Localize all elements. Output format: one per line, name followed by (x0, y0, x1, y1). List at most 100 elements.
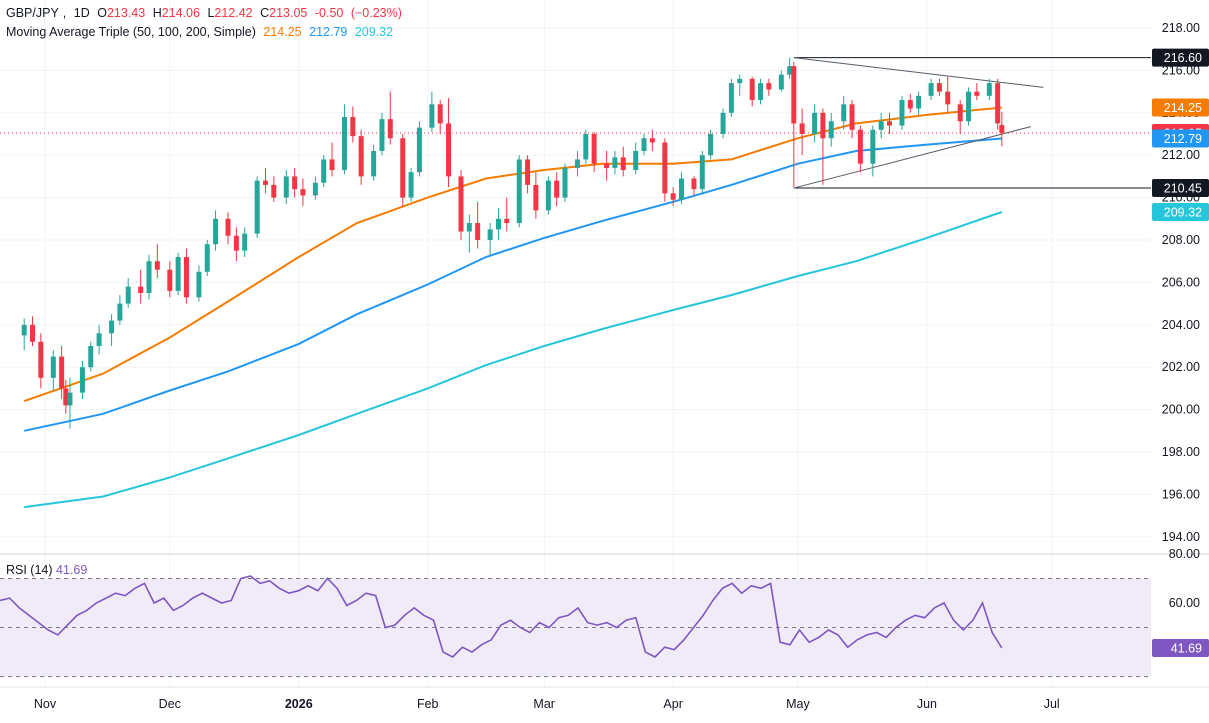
ohlc-legend: GBP/JPY, 1D O213.43 H214.06 L212.42 C213… (6, 6, 406, 20)
price-tick-label: 216.00 (1162, 63, 1200, 77)
rsi-band (0, 578, 1151, 677)
interval-label[interactable]: 1D (73, 6, 90, 20)
candle-body (183, 256, 189, 298)
candle-body (574, 159, 580, 168)
candle-body (995, 83, 1001, 124)
close-label: C (260, 6, 270, 20)
change-value: -0.50 (314, 6, 344, 20)
candle-body (945, 91, 951, 105)
candle-body (928, 83, 934, 96)
candle-body (88, 346, 94, 368)
candle-body (633, 150, 639, 171)
time-tick-label: Mar (533, 697, 555, 711)
candle-body (429, 104, 435, 128)
price-tick-label: 202.00 (1162, 360, 1200, 374)
separator: , (62, 6, 67, 20)
high-label: H (152, 6, 162, 20)
ma100-value: 212.79 (309, 25, 348, 39)
candle-body (841, 104, 847, 122)
triangle-trendline (793, 126, 1032, 189)
price-tick-label: 204.00 (1162, 318, 1200, 332)
candle-body (737, 78, 743, 84)
candle-body (495, 218, 501, 230)
price-tick-label: 200.00 (1162, 403, 1200, 417)
high-value: 214.06 (161, 6, 200, 20)
candle-body (699, 155, 705, 190)
candle-body (649, 138, 655, 143)
candle-body (545, 180, 551, 211)
candle-body (525, 159, 531, 185)
candle-body (620, 157, 626, 171)
price-tick-label: 198.00 (1162, 445, 1200, 459)
candle-body (812, 112, 818, 134)
candle-body (225, 218, 231, 236)
candle-body (437, 104, 443, 124)
candle-body (516, 159, 522, 224)
candle-body (475, 223, 481, 240)
price-tick-label: 194.00 (1162, 530, 1200, 544)
triangle-trendline (793, 57, 1044, 88)
candle-body (857, 129, 863, 164)
candle-body (292, 176, 298, 190)
time-tick-label: Nov (34, 697, 57, 711)
candle-body (678, 178, 684, 200)
candle-body (109, 320, 115, 334)
candle-body (63, 388, 69, 406)
candle-body (146, 261, 152, 293)
rsi-line (0, 575, 1003, 658)
candle-body (799, 123, 805, 134)
candle-body (408, 172, 414, 198)
candle-body (125, 286, 131, 304)
candle-body (986, 83, 992, 96)
candle-body (936, 83, 942, 92)
candle-body (778, 74, 784, 90)
low-label: L (207, 6, 215, 20)
candle-body (562, 167, 568, 198)
candle-body (583, 134, 589, 160)
candle-body (691, 178, 697, 190)
low-value: 212.42 (214, 6, 253, 20)
candle-body (30, 324, 36, 342)
rsi-tick-label: 80.00 (1169, 547, 1200, 561)
ma50-value: 214.25 (263, 25, 302, 39)
candle-body (766, 83, 772, 90)
candle-body (749, 78, 755, 101)
candle-body (400, 138, 406, 198)
price-tick-label: 218.00 (1162, 21, 1200, 35)
rsi-tick-label: 60.00 (1169, 596, 1200, 610)
price-badge (1152, 48, 1209, 67)
time-tick-label: Feb (417, 697, 439, 711)
candle-body (271, 184, 277, 198)
candle-body (791, 66, 797, 124)
close-value: 213.05 (269, 6, 308, 20)
candle-body (604, 163, 610, 168)
price-badge-label: 216.60 (1164, 51, 1202, 65)
candle-body (886, 121, 892, 126)
candle-body (96, 333, 102, 346)
candle-body (21, 324, 27, 336)
candle-body (446, 123, 452, 177)
candle-body (466, 223, 472, 232)
symbol-label[interactable]: GBP/JPY (6, 6, 59, 20)
candle-body (262, 180, 268, 185)
candle-body (708, 134, 714, 156)
candle-body (957, 104, 963, 122)
rsi-title[interactable]: RSI (14) (6, 563, 53, 577)
candle-body (416, 127, 422, 173)
candle-body (966, 91, 972, 122)
candle-body (487, 229, 493, 240)
ma-title[interactable]: Moving Average Triple (50, 100, 200, Sim… (6, 25, 256, 39)
candle-body (342, 117, 348, 171)
candle-body (974, 91, 980, 96)
ma-legend: Moving Average Triple (50, 100, 200, Sim… (6, 25, 397, 39)
time-tick-label: Apr (663, 697, 682, 711)
candle-body (204, 244, 210, 272)
candle-body (312, 182, 318, 196)
candle-body (999, 124, 1005, 133)
price-badge-label: 214.25 (1164, 101, 1202, 115)
candle-body (254, 180, 260, 234)
ma200-value: 209.32 (354, 25, 394, 39)
price-badge (1152, 98, 1209, 117)
